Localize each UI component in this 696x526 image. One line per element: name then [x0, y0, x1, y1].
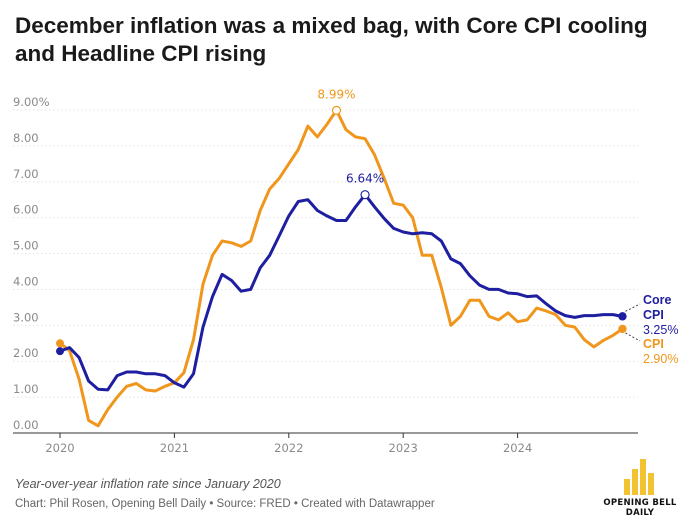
- y-tick-label: 8.00: [13, 131, 39, 145]
- core-cpi-leader-line: [625, 303, 641, 312]
- opening-bell-daily-logo: OPENING BELL DAILY: [600, 455, 680, 521]
- peak-value-label: 6.64%: [346, 172, 384, 186]
- x-axis: 2020 2021 2022 2023 2024: [45, 433, 532, 455]
- logo-bar: [648, 473, 654, 495]
- core-cpi-line: [58, 193, 624, 392]
- cpi-end-value: 2.90%: [643, 352, 678, 366]
- logo-bar: [624, 479, 630, 495]
- y-tick-label: 4.00: [13, 274, 39, 288]
- core-cpi-end-value: 3.25%: [643, 323, 678, 337]
- peak-marker: [360, 190, 370, 200]
- y-tick-label: 1.00: [13, 382, 39, 396]
- cpi-start-point: [56, 339, 64, 348]
- core-cpi-start-point: [56, 347, 64, 356]
- logo-brand-line2: DAILY: [625, 507, 655, 518]
- peak-marker: [331, 105, 342, 115]
- chart-subtitle: Year-over-year inflation rate since Janu…: [15, 477, 281, 491]
- y-tick-label: 7.00: [13, 167, 39, 181]
- cpi-leader-line: [625, 332, 641, 342]
- core-cpi-series-label: Core: [643, 293, 672, 307]
- x-tick-label: 2022: [274, 441, 303, 455]
- cpi-series-label: CPI: [643, 337, 664, 351]
- logo-bar: [632, 469, 638, 495]
- cpi-line: [58, 108, 624, 428]
- logo-bars-icon: [624, 459, 658, 495]
- cpi-end-point: [618, 324, 627, 334]
- core-cpi-series-label: CPI: [643, 308, 664, 322]
- y-tick-label: 0.00: [13, 418, 39, 432]
- peak-annotations: 8.99% 6.64%: [317, 87, 384, 200]
- y-tick-label: 5.00: [13, 239, 39, 253]
- y-tick-label: 2.00: [13, 346, 39, 360]
- x-tick-label: 2021: [160, 441, 189, 455]
- x-tick-label: 2024: [503, 441, 532, 455]
- grid-lines: [13, 109, 638, 434]
- y-axis: 0.00 1.00 2.00 3.00 4.00 5.00 6.00 7.00 8.00 9.00…: [13, 95, 50, 432]
- logo-brand-line1: OPENING BELL: [603, 498, 677, 508]
- logo-bar: [640, 459, 646, 495]
- logo-wordmark: OPENING BELL DAILY: [600, 498, 680, 518]
- x-tick-label: 2020: [45, 441, 74, 455]
- core-cpi-end-point: [618, 312, 627, 321]
- peak-value-label: 8.99%: [317, 87, 355, 101]
- chart-title: December inflation was a mixed bag, with…: [15, 13, 648, 66]
- y-tick-label: 6.00: [13, 203, 39, 217]
- series-lines: [56, 108, 627, 428]
- chart-credits: Chart: Phil Rosen, Opening Bell Daily • …: [15, 498, 435, 510]
- y-tick-label: 9.00%: [13, 95, 50, 109]
- y-tick-label: 3.00: [13, 310, 39, 324]
- x-tick-label: 2023: [389, 441, 418, 455]
